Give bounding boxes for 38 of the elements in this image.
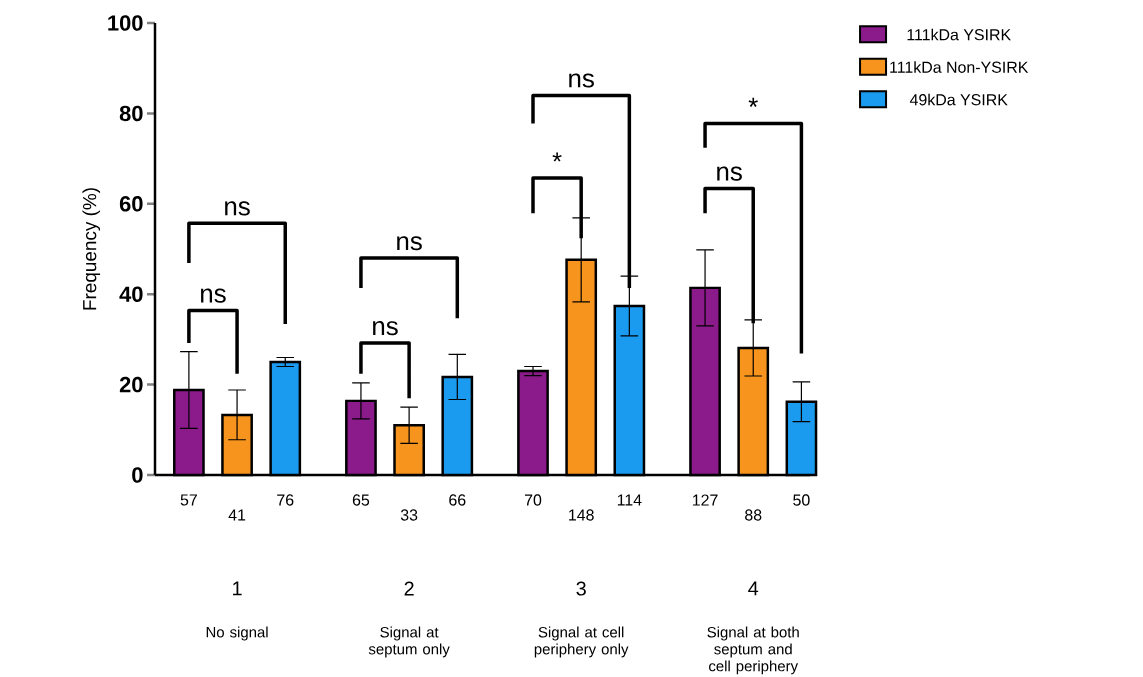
- annotation: ns: [373, 321, 398, 336]
- x-tick-label: 3: [576, 581, 586, 596]
- annotation: ns: [225, 201, 250, 216]
- annotation: ns: [201, 288, 226, 303]
- x-tick-label: 2: [404, 581, 414, 596]
- y-tick-label: 20: [119, 376, 143, 393]
- text: 33: [400, 509, 418, 521]
- y-tick-label: 60: [119, 196, 143, 212]
- text: 41: [228, 509, 246, 521]
- legend-label: 111kDa YSIRK: [907, 28, 1011, 41]
- text: 76: [277, 494, 294, 506]
- annotation: ns: [569, 73, 594, 88]
- legend-label: 49kDa YSIRK: [909, 93, 1008, 106]
- text: 148: [569, 509, 594, 521]
- text: Signal at cell periphery only: [534, 626, 629, 658]
- text: 70: [524, 494, 542, 506]
- text: 65: [352, 494, 370, 506]
- y-tick-label: 40: [119, 286, 143, 302]
- annotation: *: [748, 97, 758, 107]
- text: 88: [745, 509, 762, 521]
- y-tick-label: 0: [132, 467, 143, 483]
- y-axis-title: Frequency (%): [82, 188, 101, 310]
- annotation: ns: [397, 236, 422, 251]
- text: Signal at septum only: [368, 626, 450, 658]
- text: 114: [617, 494, 642, 506]
- text: 57: [180, 494, 197, 506]
- y-tick-label: 80: [119, 105, 143, 122]
- annotation: ns: [717, 166, 742, 181]
- x-tick-label: 4: [748, 581, 759, 596]
- text: 127: [692, 494, 718, 506]
- text: No signal: [206, 626, 268, 641]
- x-tick-label: 1: [233, 581, 242, 596]
- y-tick-label: 100: [108, 15, 143, 31]
- text: 50: [793, 494, 810, 506]
- annotation: *: [552, 152, 562, 162]
- text: Signal at both septum and cell periphery: [707, 626, 799, 675]
- legend-label: 111kDa Non-YSIRK: [890, 61, 1029, 73]
- text: 66: [449, 494, 466, 506]
